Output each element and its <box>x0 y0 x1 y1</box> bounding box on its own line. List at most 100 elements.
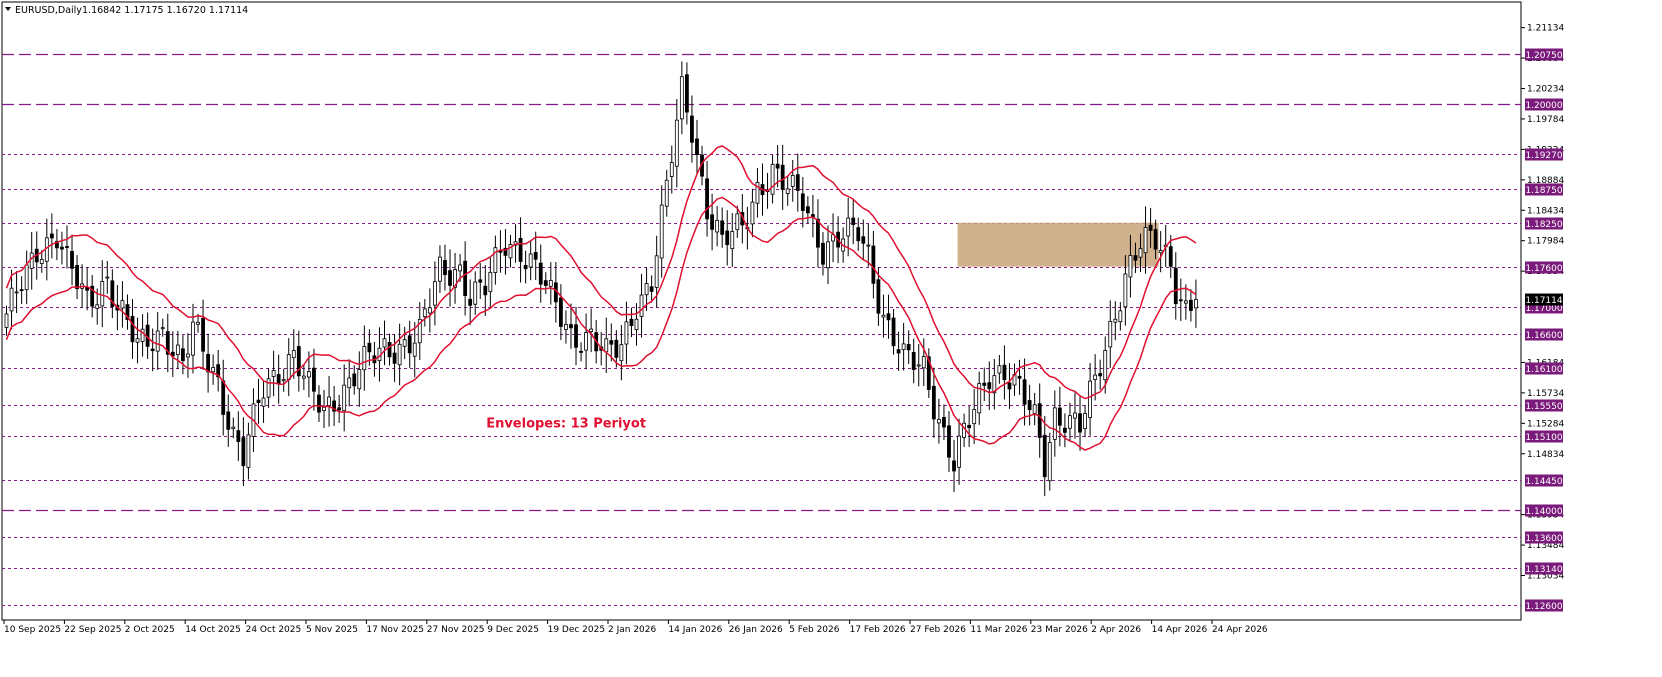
x-tick-label: 14 Apr 2026 <box>1152 625 1208 635</box>
level-label: 1.16600 <box>1525 331 1562 341</box>
candle-body <box>1123 273 1128 308</box>
candle-body <box>337 407 342 411</box>
candle-body <box>1057 407 1062 426</box>
candle-body <box>1098 373 1103 377</box>
candle-body <box>1113 318 1118 323</box>
candle-body <box>286 354 291 381</box>
candle-body <box>997 365 1002 374</box>
candle-body <box>543 280 548 286</box>
y-tick-label: 1.17984 <box>1527 237 1564 247</box>
candle-body <box>306 371 311 378</box>
y-tick-label: 1.14834 <box>1527 450 1564 460</box>
level-price-labels: 1.20750 1.20000 1.19270 1.18750 1.18250 1.176… <box>1525 48 1563 612</box>
candle-body <box>614 339 619 358</box>
level-label: 1.13600 <box>1525 534 1562 544</box>
candle-body <box>422 308 427 318</box>
candle-body <box>226 411 231 430</box>
x-tick-label: 24 Apr 2026 <box>1212 625 1268 635</box>
level-label: 1.19270 <box>1525 151 1562 161</box>
candle-body <box>1022 379 1027 405</box>
candle-body <box>911 352 916 370</box>
candle-body <box>301 375 306 379</box>
candle-body <box>1189 299 1193 311</box>
resistance-zone-box <box>957 222 1159 267</box>
candle-body <box>735 213 740 231</box>
symbol-label: EURUSD,Daily <box>15 5 82 16</box>
candle-body <box>417 318 422 344</box>
x-tick-label: 17 Feb 2026 <box>850 625 906 635</box>
candle-body <box>483 285 488 296</box>
y-tick-label: 1.21134 <box>1527 24 1564 34</box>
candle-body <box>1103 350 1108 381</box>
candle-body <box>891 317 896 347</box>
level-label: 1.16100 <box>1525 365 1562 375</box>
x-tick-label: 14 Jan 2026 <box>668 625 722 635</box>
candle-body <box>266 378 271 398</box>
candle-body <box>916 364 921 367</box>
level-label-bg <box>1525 183 1563 196</box>
candle-body <box>649 286 654 292</box>
candle-body <box>110 280 115 307</box>
candle-body <box>780 164 785 190</box>
y-tick-label: 1.20234 <box>1527 85 1564 95</box>
candle-body <box>710 214 714 230</box>
candle-body <box>1153 229 1158 250</box>
level-label-bg <box>1525 148 1563 161</box>
candle-body <box>674 119 679 167</box>
level-label: 1.18750 <box>1525 186 1562 196</box>
candle-body <box>120 300 125 309</box>
candle-body <box>937 419 941 424</box>
candle-body <box>65 246 69 248</box>
candle-body <box>790 174 795 187</box>
current-price-bg <box>1525 293 1563 306</box>
x-tick-label: 2 Oct 2025 <box>125 625 175 635</box>
candle-body <box>1083 413 1087 430</box>
candle-body <box>1194 299 1198 309</box>
candle-body <box>972 409 977 425</box>
candle-body <box>1133 255 1138 261</box>
candle-body <box>402 339 407 347</box>
candle-body <box>276 374 281 385</box>
candle-body <box>967 424 972 429</box>
candle-body <box>876 279 881 314</box>
candle-body <box>140 328 145 342</box>
header-dropdown-icon[interactable] <box>5 7 11 11</box>
x-axis: 10 Sep 2025 22 Sep 2025 2 Oct 2025 14 Oct 2… <box>3 620 1268 635</box>
candle-body <box>1148 224 1153 231</box>
y-tick-label: 1.15284 <box>1527 419 1564 429</box>
candle-body <box>362 346 367 371</box>
candle-body <box>528 253 533 268</box>
x-tick-label: 27 Feb 2026 <box>910 625 966 635</box>
candle-body <box>538 262 543 285</box>
candle-body <box>770 163 775 195</box>
level-label: 1.15550 <box>1525 402 1562 412</box>
candle-body <box>24 264 29 291</box>
candle-body <box>846 217 851 237</box>
candle-body <box>478 279 483 283</box>
y-tick-label: 1.19784 <box>1527 115 1564 125</box>
candle-body <box>392 352 397 364</box>
y-tick-label: 1.18884 <box>1527 176 1564 186</box>
candle-body <box>387 342 392 358</box>
candle-body <box>1168 246 1173 267</box>
candle-body <box>604 338 609 353</box>
candle-body <box>211 367 216 373</box>
envelope-lower-line <box>5 196 1197 451</box>
level-label: 1.17600 <box>1525 264 1562 274</box>
candle-body <box>1128 255 1133 278</box>
candle-body <box>992 375 997 394</box>
level-label: 1.18250 <box>1525 220 1562 230</box>
candle-body <box>1088 380 1092 418</box>
candle-body <box>1178 299 1183 302</box>
candle-body <box>261 397 266 407</box>
candle-body <box>322 406 326 412</box>
candle-body <box>861 236 866 244</box>
candle-body <box>49 233 54 239</box>
candle-body <box>216 364 221 378</box>
candle-body <box>312 367 316 392</box>
candle-body <box>705 178 709 220</box>
level-label: 1.12600 <box>1525 602 1562 612</box>
candle-body <box>347 377 352 389</box>
candle-body <box>186 353 190 358</box>
